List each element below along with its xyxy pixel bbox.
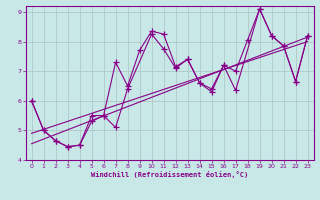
X-axis label: Windchill (Refroidissement éolien,°C): Windchill (Refroidissement éolien,°C): [91, 171, 248, 178]
